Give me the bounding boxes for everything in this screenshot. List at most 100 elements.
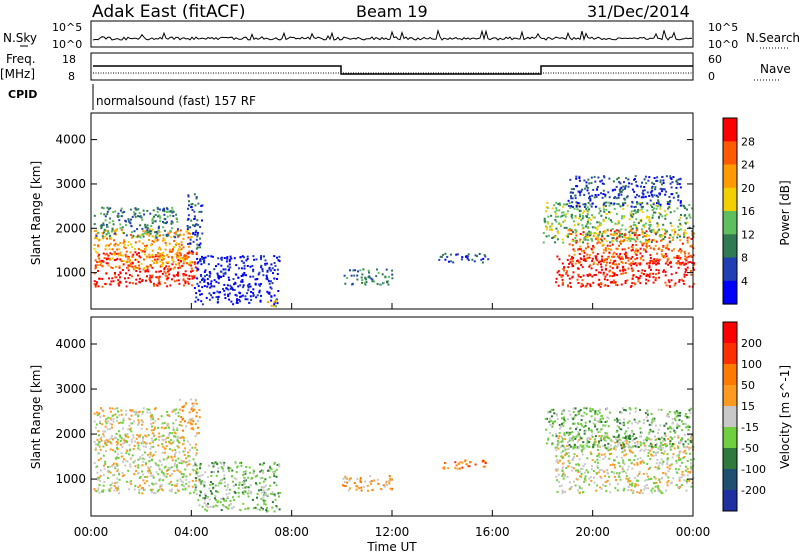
heatmap-cell	[594, 273, 597, 276]
heatmap-cell	[567, 455, 570, 458]
heatmap-cell	[158, 270, 161, 273]
heatmap-cell	[628, 435, 631, 438]
heatmap-cell	[200, 204, 203, 207]
heatmap-cell	[264, 503, 267, 506]
heatmap-cell	[217, 298, 219, 301]
heatmap-cell	[149, 415, 152, 418]
heatmap-cell	[261, 270, 264, 273]
heatmap-cell	[93, 223, 96, 226]
heatmap-cell	[210, 481, 212, 483]
heatmap-cell	[190, 203, 193, 206]
heatmap-cell	[666, 202, 669, 205]
heatmap-cell	[574, 240, 577, 243]
heatmap-cell	[616, 483, 619, 486]
heatmap-cell	[566, 270, 569, 273]
heatmap-cell	[656, 486, 659, 489]
heatmap-cell	[217, 470, 220, 473]
heatmap-cell	[610, 233, 613, 236]
heatmap-cell	[194, 435, 197, 438]
heatmap-cell	[567, 199, 570, 202]
heatmap-cell	[613, 197, 616, 199]
heatmap-cell	[599, 180, 602, 183]
heatmap-cell	[562, 445, 565, 448]
heatmap-cell	[620, 283, 623, 286]
heatmap-cell	[182, 258, 184, 261]
heatmap-cell	[646, 472, 648, 475]
heatmap-cell	[215, 280, 218, 283]
heatmap-cell	[104, 441, 107, 444]
heatmap-cell	[624, 198, 627, 201]
heatmap-cell	[151, 240, 154, 243]
heatmap-cell	[656, 225, 659, 228]
heatmap-cell	[633, 231, 635, 234]
heatmap-cell	[636, 461, 639, 464]
heatmap-cell	[466, 255, 469, 258]
heatmap-cell	[573, 480, 575, 483]
heatmap-cell	[244, 298, 247, 301]
heatmap-cell	[268, 291, 271, 294]
heatmap-cell	[117, 488, 120, 491]
heatmap-cell	[678, 279, 681, 281]
heatmap-cell	[618, 255, 621, 258]
heatmap-cell	[108, 438, 111, 441]
heatmap-cell	[176, 466, 178, 469]
heatmap-cell	[195, 479, 198, 482]
heatmap-cell	[614, 441, 617, 444]
heatmap-cell	[642, 461, 645, 464]
heatmap-cell	[555, 468, 558, 471]
heatmap-cell	[647, 433, 650, 435]
heatmap-cell	[201, 219, 203, 222]
heatmap-cell	[580, 437, 583, 440]
heatmap-cell	[556, 414, 558, 417]
heatmap-cell	[356, 274, 359, 277]
heatmap-cell	[342, 477, 345, 480]
freq-tick-low: 8	[68, 70, 75, 83]
heatmap-cell	[170, 227, 173, 230]
heatmap-cell	[613, 274, 616, 277]
heatmap-cell	[589, 222, 592, 225]
heatmap-cell	[186, 252, 189, 255]
heatmap-cell	[127, 436, 130, 439]
heatmap-cell	[577, 275, 580, 278]
heatmap-cell	[568, 262, 571, 265]
heatmap-cell	[641, 211, 644, 213]
heatmap-cell	[583, 426, 585, 429]
heatmap-cell	[142, 487, 144, 489]
heatmap-cell	[618, 418, 621, 421]
heatmap-cell	[107, 440, 110, 443]
heatmap-cell	[210, 255, 213, 258]
heatmap-cell	[602, 271, 605, 274]
heatmap-cell	[647, 261, 650, 264]
heatmap-cell	[624, 280, 627, 282]
heatmap-cell	[596, 466, 599, 469]
heatmap-cell	[655, 462, 658, 465]
heatmap-cell	[661, 462, 664, 465]
heatmap-cell	[629, 412, 632, 415]
heatmap-cell	[612, 261, 615, 264]
heatmap-cell	[363, 480, 366, 483]
heatmap-cell	[157, 418, 160, 421]
heatmap-cell	[681, 437, 684, 440]
heatmap-cell	[130, 430, 133, 433]
x-tick-label: 08:00	[274, 525, 309, 539]
heatmap-cell	[154, 220, 157, 223]
heatmap-cell	[150, 418, 153, 421]
heatmap-cell	[667, 415, 670, 418]
heatmap-cell	[109, 484, 112, 487]
heatmap-cell	[117, 254, 120, 257]
heatmap-cell	[588, 273, 591, 276]
heatmap-cell	[166, 278, 169, 281]
heatmap-cell	[173, 484, 176, 487]
heatmap-cell	[579, 467, 582, 470]
heatmap-cell	[448, 260, 450, 263]
heatmap-cell	[578, 491, 581, 494]
heatmap-cell	[165, 233, 168, 236]
heatmap-cell	[669, 182, 672, 185]
heatmap-cell	[195, 402, 198, 405]
heatmap-cell	[163, 427, 166, 430]
heatmap-cell	[365, 278, 368, 281]
heatmap-cell	[669, 430, 672, 433]
heatmap-cell	[572, 422, 575, 425]
heatmap-cell	[150, 422, 153, 425]
heatmap-cell	[176, 427, 179, 430]
